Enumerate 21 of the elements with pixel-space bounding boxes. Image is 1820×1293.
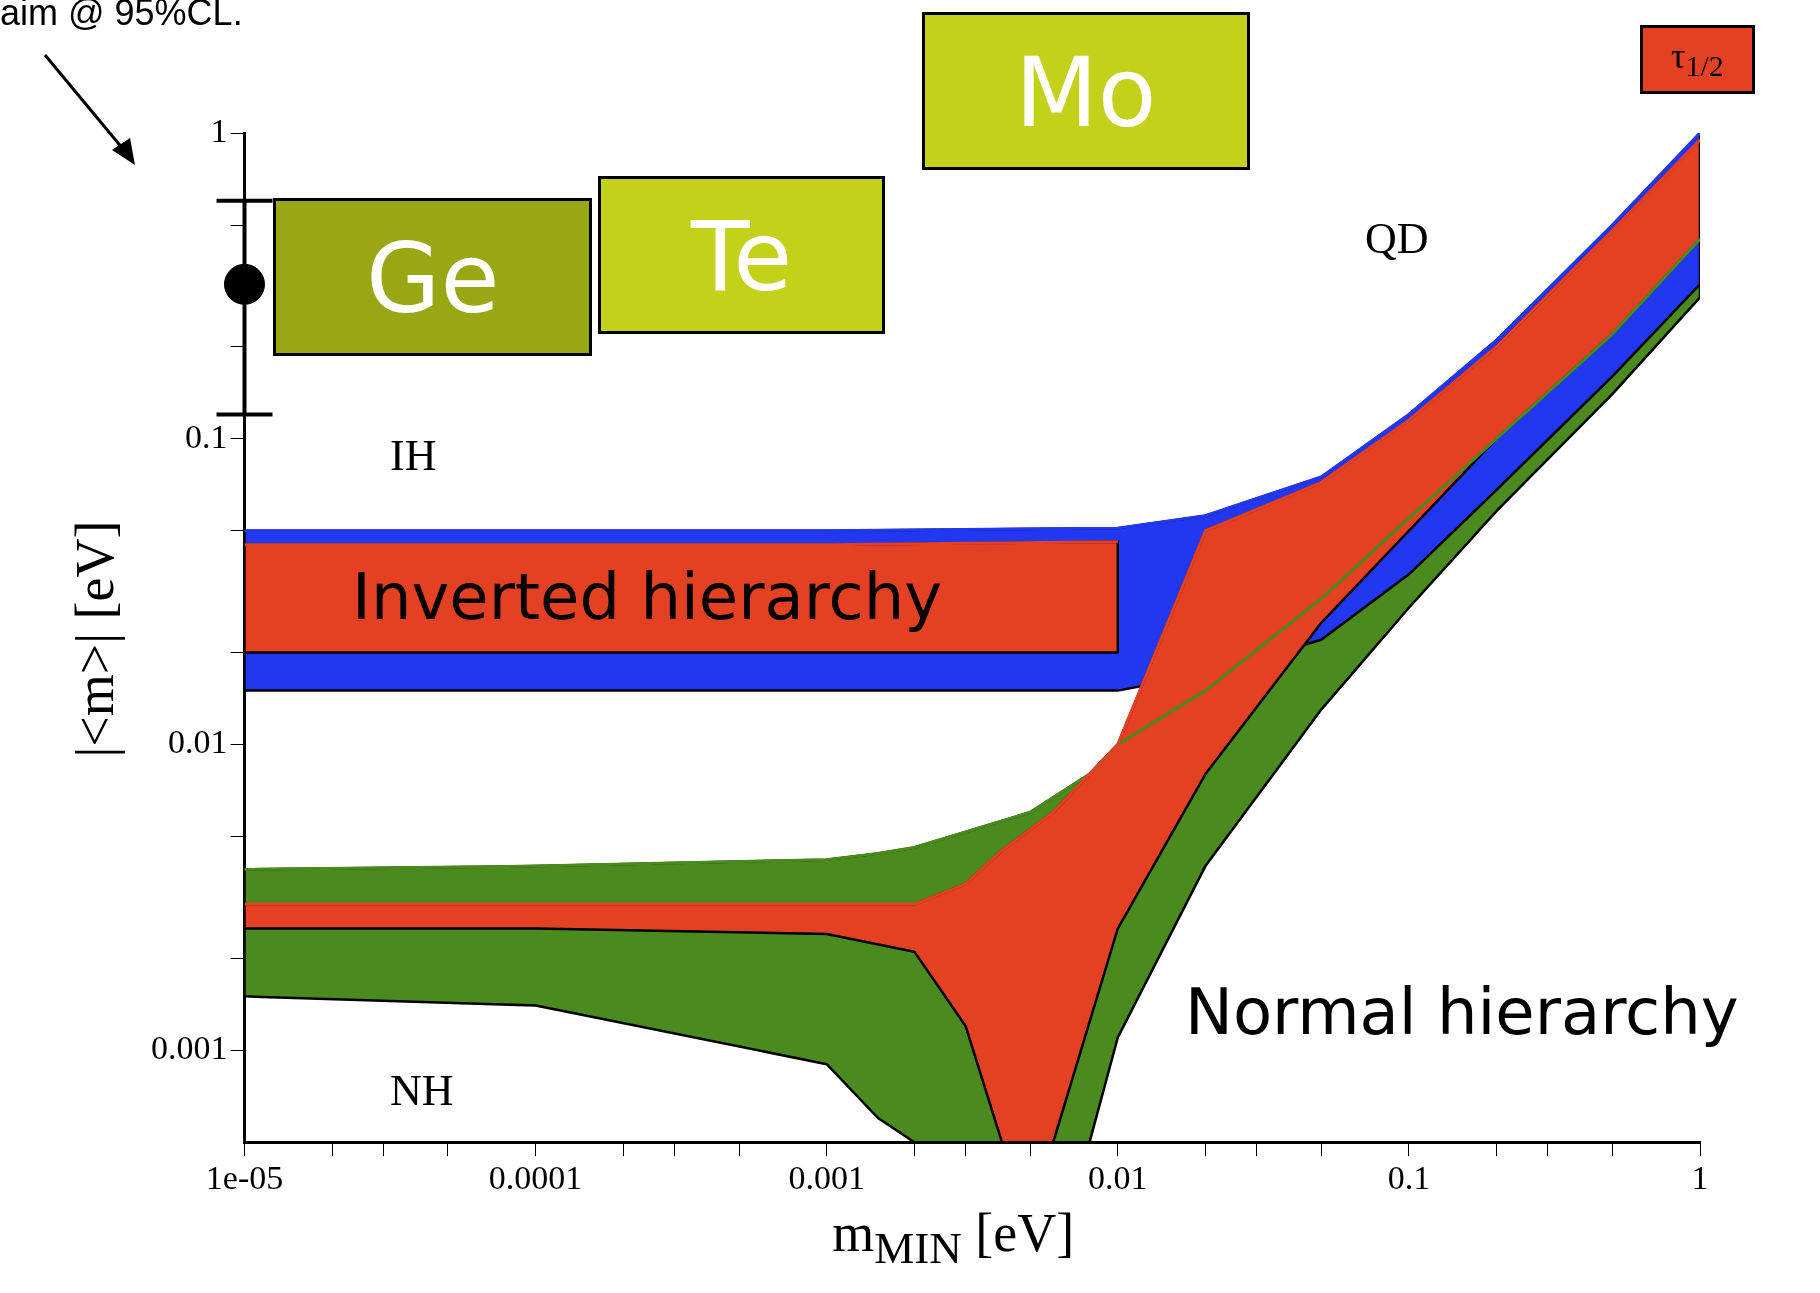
y-tick-label: 0.01: [168, 723, 228, 761]
x-tick-label: 1: [1691, 1158, 1709, 1196]
x-tick-label: 0.01: [1088, 1158, 1148, 1196]
annotation: Ge: [273, 198, 593, 356]
y-axis-title: |<m>| [eV]: [64, 520, 126, 758]
x-tick-label: 1e-05: [205, 1158, 284, 1196]
text: τ$_{1/2}$: [1640, 25, 1755, 95]
annotation: IH: [390, 430, 437, 481]
annotation: Te: [598, 176, 886, 334]
x-tick-label: 0.001: [788, 1158, 865, 1196]
x-tick-label: 0.1: [1387, 1158, 1431, 1196]
annotation: QD: [1365, 213, 1429, 264]
y-tick-label: 0.001: [151, 1029, 228, 1067]
x-axis-title: m$_{MIN}$ [eV]: [832, 1202, 1075, 1274]
annotation: NH: [390, 1065, 454, 1116]
annotation: Mo: [922, 12, 1250, 170]
annotation: Normal hierarchy: [1185, 975, 1739, 1049]
y-tick-label: 1: [210, 111, 228, 149]
y-tick-label: 0.1: [185, 417, 228, 455]
x-tick-label: 0.0001: [488, 1158, 583, 1196]
annotation: Inverted hierarchy: [352, 560, 943, 634]
